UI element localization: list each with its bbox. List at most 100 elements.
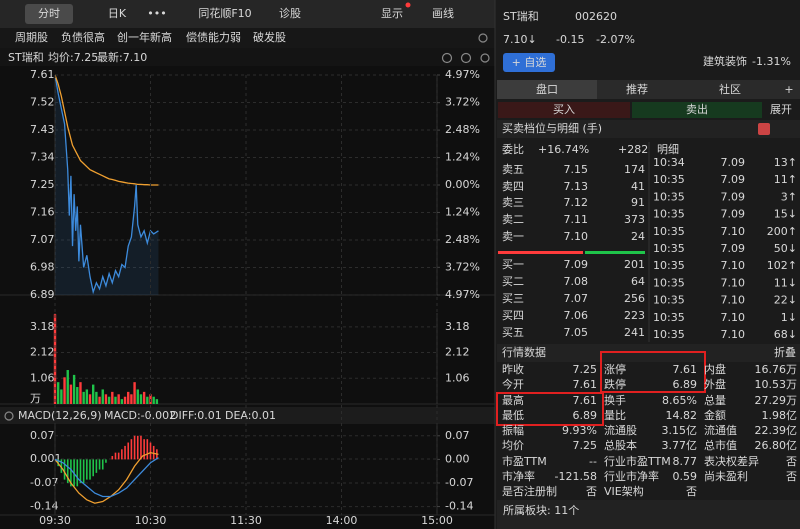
volume-unit: 万 [30, 392, 41, 405]
trade-time: 10:35 [653, 259, 685, 272]
volume-bar [133, 382, 136, 404]
market-label: VIE架构 [604, 484, 644, 498]
buy-button[interactable] [498, 102, 630, 118]
trade-price: 7.10 [721, 259, 746, 272]
market-label: 内盘 [704, 362, 726, 376]
market-value: 7.25 [573, 439, 598, 452]
ratio-label: 委比 [502, 143, 524, 156]
trade-price: 7.09 [721, 190, 746, 203]
latest-price-legend: 最新:7.10 [97, 50, 147, 64]
y-tick-label: 1.06 [30, 371, 55, 384]
y2-tick-label: 2.48% [445, 123, 480, 136]
book-price: 7.06 [564, 309, 589, 322]
y2-tick-label: -0.07 [445, 476, 473, 489]
volume-bar [136, 389, 139, 404]
trade-time: 10:35 [653, 208, 685, 221]
zoom-in-icon[interactable] [441, 52, 453, 64]
trade-volume: 50↓ [774, 242, 797, 255]
market-label: 跌停 [604, 377, 626, 391]
trade-price: 7.10 [721, 225, 746, 238]
tag: 负债很高 [61, 30, 105, 44]
volume-bar [69, 384, 73, 404]
y-tick-label: -0.07 [30, 476, 58, 489]
settings-icon[interactable] [478, 33, 488, 43]
trade-price: 7.10 [721, 311, 746, 324]
trade-volume: 11↓ [774, 276, 797, 289]
y-tick-label: 7.34 [30, 151, 55, 164]
zoom-out-icon[interactable] [460, 52, 472, 64]
toolbar-tab: 日K [108, 7, 127, 20]
y2-tick-label: 4.97% [445, 288, 480, 301]
trade-time: 10:35 [653, 242, 685, 255]
y-tick-label: 7.25 [30, 178, 55, 191]
x-tick-label: 15:00 [421, 514, 453, 527]
y2-tick-label: 2.12 [445, 346, 470, 359]
chart-settings-icon[interactable] [480, 53, 490, 63]
market-value: 8.65% [662, 394, 697, 407]
market-label: 最高 [502, 393, 524, 407]
volume-bar [98, 396, 101, 404]
notice-dot [405, 2, 411, 8]
book-price: 7.05 [564, 326, 589, 339]
y-tick-label: 7.43 [30, 123, 55, 136]
y-tick-label: 2.12 [30, 346, 55, 359]
market-value: 22.39亿 [755, 424, 798, 437]
tag: 创一年新高 [117, 30, 172, 44]
book-volume: 41 [631, 180, 645, 193]
dea-value: DEA:0.01 [225, 409, 276, 422]
y2-tick-label: 3.72% [445, 260, 480, 273]
footer-bg [497, 500, 800, 529]
y2-tick-label: 0.00 [445, 452, 470, 465]
macd-settings-icon[interactable] [4, 411, 14, 421]
trade-price: 7.10 [721, 294, 746, 307]
sell-button[interactable] [632, 102, 762, 118]
market-value: -- [589, 455, 597, 468]
market-label: 今开 [502, 377, 524, 391]
y2-tick-label: 1.06 [445, 371, 470, 384]
market-value: 7.61 [673, 363, 698, 376]
y-tick-label: 6.98 [30, 261, 55, 274]
limit-highlight [600, 351, 706, 393]
toolbar-bg [0, 0, 495, 28]
book-level: 买二 [502, 275, 524, 288]
book-level: 买三 [502, 292, 524, 305]
orderbook-icon[interactable] [758, 123, 770, 135]
x-tick-label: 10:30 [135, 514, 167, 527]
tab-selected [25, 4, 73, 24]
panel-tab: + [784, 83, 793, 96]
sell-label: 卖出 [686, 102, 708, 116]
tags-bg [0, 28, 495, 48]
stock-name: ST瑞和 [8, 50, 44, 64]
y-tick-label: 6.89 [30, 288, 55, 301]
volume-bar [114, 396, 117, 404]
market-label: 换手 [604, 393, 626, 407]
volume-bar [92, 384, 95, 404]
tab-selected[interactable] [497, 80, 597, 99]
x-tick-label: 09:30 [39, 514, 71, 527]
market-label: 最低 [502, 409, 524, 422]
market-label: 振幅 [502, 423, 524, 437]
y2-tick-label: 0.07 [445, 429, 470, 442]
book-price: 7.12 [564, 196, 589, 209]
volume-bar [123, 396, 127, 404]
y2-tick-label: 3.72% [445, 96, 480, 109]
market-value: 26.80亿 [755, 439, 798, 452]
toolbar-tab: 诊股 [279, 6, 301, 20]
price-line [54, 74, 159, 295]
volume-bar [107, 396, 111, 404]
book-level: 卖二 [502, 213, 524, 226]
market-label: 市盈TTM [502, 454, 547, 468]
trade-volume: 22↓ [774, 294, 797, 307]
book-level: 买五 [502, 326, 524, 339]
market-value: 3.77亿 [662, 439, 698, 452]
market-label: 金额 [704, 408, 726, 422]
toolbar-display: 显示 [381, 7, 403, 20]
volume-bar [82, 391, 85, 404]
watch-button[interactable] [503, 53, 555, 72]
book-volume: 201 [624, 258, 645, 271]
market-label: 涨停 [604, 362, 626, 376]
trade-volume: 13↑ [774, 156, 797, 169]
volume-bar [79, 382, 82, 404]
dea-line [54, 457, 159, 498]
